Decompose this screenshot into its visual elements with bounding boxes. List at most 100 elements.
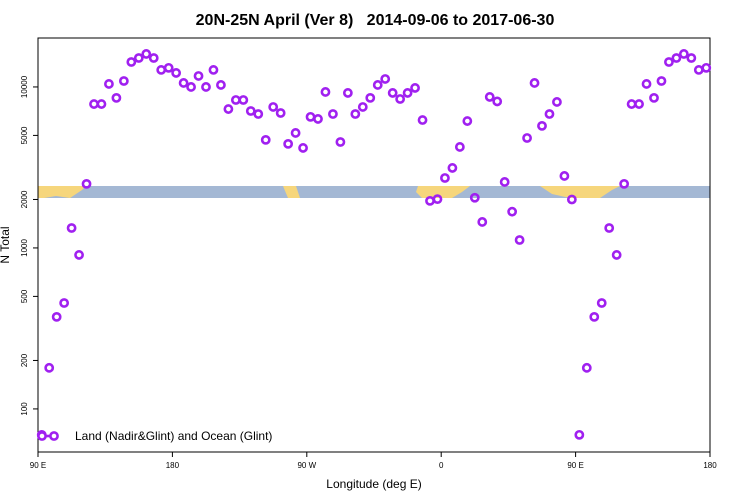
data-point — [238, 95, 249, 105]
data-point — [298, 143, 308, 153]
y-tick-label: 5000 — [20, 126, 29, 144]
data-point — [208, 65, 219, 75]
data-point — [104, 79, 114, 89]
data-point — [693, 65, 704, 75]
data-point — [507, 206, 518, 217]
data-point — [216, 80, 226, 90]
data-point — [148, 53, 159, 63]
data-point — [664, 57, 674, 67]
data-point — [51, 311, 62, 322]
data-point — [118, 76, 129, 86]
x-axis-label: Longitude (deg E) — [326, 477, 421, 491]
land-patch — [38, 186, 86, 198]
data-point — [410, 83, 420, 93]
data-point — [260, 134, 271, 145]
x-tick-label: 90 W — [297, 461, 316, 470]
data-point — [387, 88, 398, 98]
y-tick-label: 10000 — [20, 75, 29, 98]
data-point — [350, 109, 361, 119]
data-point — [484, 92, 495, 102]
land-patch — [283, 186, 300, 198]
data-point — [522, 133, 532, 143]
data-point — [328, 109, 338, 119]
data-point — [245, 106, 256, 116]
x-tick-label: 90 E — [30, 461, 46, 470]
data-point — [417, 115, 428, 125]
chart-title: 20N-25N April (Ver 8) 2014-09-06 to 2017… — [196, 12, 555, 29]
data-point — [611, 250, 622, 260]
data-point — [163, 62, 174, 73]
data-point — [81, 178, 92, 189]
y-tick-label: 1000 — [20, 238, 29, 256]
y-tick-label: 200 — [20, 353, 29, 367]
data-point — [641, 79, 652, 89]
data-point — [589, 311, 600, 322]
data-point — [230, 95, 241, 105]
data-point — [186, 82, 196, 92]
data-point — [581, 362, 592, 373]
data-point — [499, 177, 510, 187]
x-tick-label: 180 — [166, 461, 180, 470]
data-point — [440, 173, 450, 183]
data-point — [634, 99, 644, 109]
data-point — [701, 62, 712, 73]
map-band — [38, 186, 710, 198]
data-point — [193, 71, 204, 81]
data-point — [313, 114, 323, 124]
data-point — [537, 120, 547, 131]
x-tick-label: 180 — [703, 461, 717, 470]
data-point — [529, 78, 540, 88]
legend-label: Land (Nadir&Glint) and Ocean (Glint) — [75, 429, 272, 443]
data-point — [126, 57, 137, 67]
data-point — [686, 53, 697, 63]
data-point — [566, 194, 577, 205]
data-point — [89, 99, 99, 109]
data-point — [74, 250, 84, 260]
data-point — [342, 88, 353, 98]
data-point — [380, 74, 391, 84]
data-point — [469, 192, 480, 203]
data-point — [425, 195, 435, 206]
data-point — [492, 96, 503, 107]
data-point — [253, 109, 264, 119]
data-point — [357, 102, 368, 112]
data-point — [462, 116, 473, 126]
data-point — [656, 76, 667, 86]
data-point — [596, 298, 607, 308]
data-point — [626, 99, 637, 109]
legend-marker — [49, 431, 59, 441]
data-point — [178, 78, 189, 88]
data-point — [454, 142, 465, 152]
plot-frame — [37, 37, 711, 453]
data-point — [432, 194, 443, 205]
data-point — [171, 68, 182, 78]
data-point — [96, 99, 107, 109]
data-point — [44, 362, 55, 373]
land-patch — [416, 186, 470, 198]
data-point — [268, 102, 279, 112]
data-point — [559, 171, 570, 181]
data-point — [402, 88, 413, 98]
data-point — [678, 49, 689, 59]
y-axis-label: N Total — [0, 226, 12, 263]
data-point — [477, 217, 488, 227]
data-point — [111, 93, 122, 103]
data-point — [133, 53, 144, 63]
data-point — [365, 93, 376, 103]
ocean-band — [38, 186, 710, 198]
data-point — [552, 97, 562, 107]
data-point — [156, 65, 167, 75]
data-point — [619, 178, 630, 189]
data-point — [372, 80, 383, 90]
data-point — [335, 137, 346, 147]
data-point — [283, 138, 294, 149]
data-point — [141, 49, 152, 59]
data-point — [275, 108, 286, 118]
data-point — [320, 87, 331, 97]
y-tick-label: 2000 — [20, 190, 29, 208]
data-point — [305, 111, 316, 122]
data-point — [604, 223, 615, 233]
data-point — [574, 429, 585, 440]
data-point — [514, 235, 525, 245]
